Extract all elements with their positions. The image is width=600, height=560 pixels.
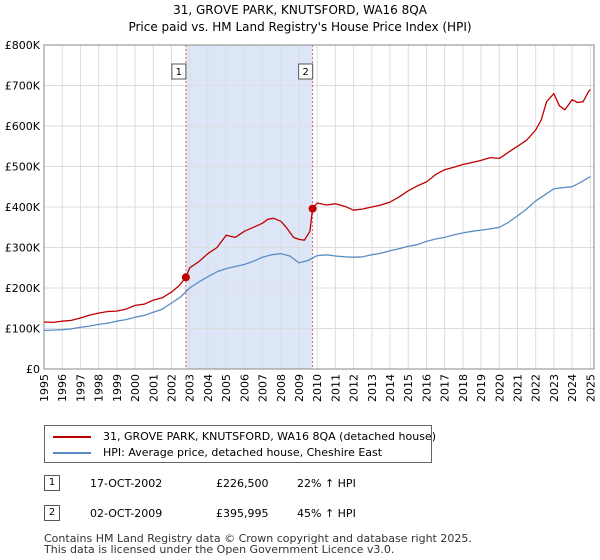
sale-price: £395,995	[216, 507, 269, 520]
footer-licence: This data is licensed under the Open Gov…	[44, 543, 395, 556]
x-tick-label: 2007	[257, 374, 270, 402]
x-tick-label: 2021	[512, 374, 525, 402]
legend-label-hpi: HPI: Average price, detached house, Ches…	[103, 446, 383, 459]
x-tick-label: 1998	[93, 374, 106, 402]
sale-number-badge: 1	[44, 475, 60, 491]
x-tick-label: 2020	[493, 374, 506, 402]
x-tick-label: 2016	[420, 374, 433, 402]
sale-point	[181, 273, 190, 282]
x-tick-label: 2003	[184, 374, 197, 402]
y-tick-label: £100K	[5, 323, 41, 336]
x-tick-label: 2023	[548, 374, 561, 402]
plot-area	[43, 44, 595, 370]
sale-date: 17-OCT-2002	[90, 477, 163, 490]
sale-price: £226,500	[216, 477, 269, 490]
sale-point	[308, 204, 317, 213]
y-tick-label: £500K	[5, 161, 41, 174]
x-tick-label: 1997	[74, 374, 87, 402]
sale-hpi-change: 22% ↑ HPI	[297, 477, 356, 490]
x-tick-label: 2024	[566, 374, 579, 402]
y-tick-label: £800K	[5, 39, 41, 52]
x-tick-label: 2018	[457, 374, 470, 402]
x-tick-label: 2004	[202, 374, 215, 402]
x-tick-label: 2012	[348, 374, 361, 402]
x-tick-label: 2013	[366, 374, 379, 402]
sale-date: 02-OCT-2009	[90, 507, 163, 520]
sale-number-badge: 2	[44, 505, 60, 521]
x-tick-label: 2006	[238, 374, 251, 402]
x-tick-label: 2010	[311, 374, 324, 402]
legend: 31, GROVE PARK, KNUTSFORD, WA16 8QA (det…	[44, 425, 436, 463]
x-tick-label: 1996	[56, 374, 69, 402]
x-tick-label: 2015	[402, 374, 415, 402]
x-tick-label: 2002	[165, 374, 178, 402]
sale-marker-label: 2	[302, 67, 308, 78]
x-tick-label: 1999	[111, 374, 124, 402]
x-tick-label: 2001	[147, 374, 160, 402]
legend-swatch-property	[53, 436, 91, 438]
y-tick-label: £300K	[5, 242, 41, 255]
series-line-hpi	[43, 176, 591, 332]
legend-swatch-hpi	[53, 452, 91, 454]
y-tick-label: £0	[26, 363, 40, 376]
y-tick-label: £400K	[5, 201, 41, 214]
y-tick-label: £700K	[5, 80, 41, 93]
sale-hpi-change: 45% ↑ HPI	[297, 507, 356, 520]
y-tick-label: £200K	[5, 282, 41, 295]
price-chart: 31, GROVE PARK, KNUTSFORD, WA16 8QA Pric…	[5, 3, 598, 402]
x-tick-label: 2025	[584, 374, 597, 402]
legend-label-property: 31, GROVE PARK, KNUTSFORD, WA16 8QA (det…	[103, 430, 436, 443]
x-tick-label: 2014	[384, 374, 397, 402]
x-tick-label: 1995	[38, 374, 51, 402]
x-tick-label: 2008	[275, 374, 288, 402]
x-tick-label: 2019	[475, 374, 488, 402]
chart-title: 31, GROVE PARK, KNUTSFORD, WA16 8QA	[173, 3, 428, 17]
x-tick-label: 2005	[220, 374, 233, 402]
y-tick-label: £600K	[5, 120, 41, 133]
sale-marker-box	[171, 63, 187, 80]
sale-marker-box	[298, 63, 314, 80]
x-tick-label: 2011	[329, 374, 342, 402]
x-tick-label: 2009	[293, 374, 306, 402]
footer-copyright: Contains HM Land Registry data © Crown c…	[44, 532, 472, 545]
x-tick-label: 2000	[129, 374, 142, 402]
x-tick-label: 2022	[530, 374, 543, 402]
sale-marker-label: 1	[176, 67, 182, 78]
x-tick-label: 2017	[439, 374, 452, 402]
chart-subtitle: Price paid vs. HM Land Registry's House …	[128, 20, 471, 34]
